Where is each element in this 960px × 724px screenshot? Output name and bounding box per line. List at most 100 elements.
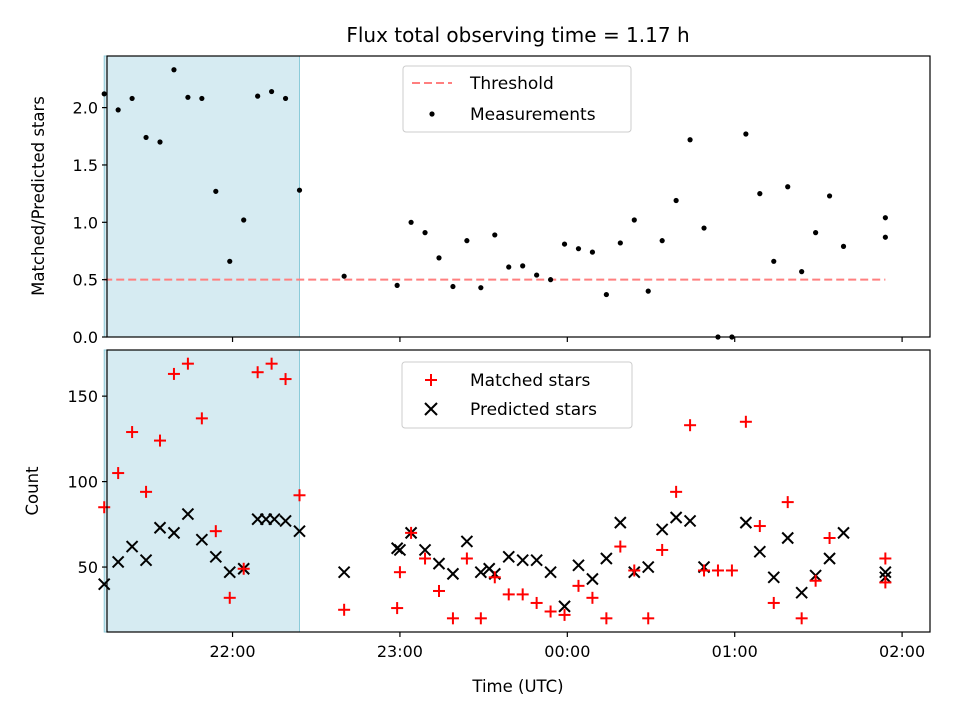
predicted-star-point: [823, 552, 836, 565]
y-tick-label: 0.0: [73, 328, 98, 347]
top-panel: 0.0 0.5 1.0 1.5 2.0 Flux total observing tim…: [29, 23, 931, 347]
legend-matched-swatch: [425, 374, 437, 386]
predicted-star-point: [683, 514, 697, 528]
matched-star-point: [684, 419, 697, 432]
matched-star-point: [544, 605, 557, 618]
y-tick-label: 1.0: [73, 213, 98, 232]
predicted-star-point: [753, 545, 767, 558]
matched-star-point: [126, 426, 139, 439]
measurement-point: [882, 215, 888, 221]
measurement-point: [269, 88, 275, 95]
bottom-legend: Matched stars Predicted stars: [401, 361, 633, 429]
y-tick-label: 150: [67, 387, 98, 406]
predicted-star-point: [767, 571, 780, 584]
predicted-star-point: [530, 554, 543, 567]
matched-star-point: [279, 373, 292, 386]
matched-star-point: [795, 612, 808, 625]
x-tick-label: 23:00: [377, 642, 423, 661]
matched-star-point: [140, 485, 153, 498]
predicted-star-point: [223, 565, 236, 579]
matched-star-point: [530, 596, 543, 609]
measurement-point: [199, 95, 205, 102]
matched-star-point: [460, 552, 473, 565]
measurement-point: [687, 137, 693, 143]
y-tick-label: 0.5: [73, 271, 98, 290]
measurement-point: [673, 197, 679, 204]
predicted-star-point: [502, 550, 515, 564]
x-tick-label: 02:00: [879, 642, 925, 661]
predicted-star-point: [600, 552, 613, 565]
matched-star-point: [419, 552, 432, 565]
measurement-point: [743, 131, 749, 137]
predicted-star-point: [879, 565, 892, 579]
predicted-star-point: [572, 559, 585, 572]
measurement-point: [129, 95, 135, 102]
predicted-star-point: [167, 526, 181, 540]
matched-star-point: [338, 603, 351, 616]
predicted-star-point: [739, 516, 753, 529]
top-y-axis-label: Matched/Predicted stars: [29, 96, 48, 296]
measurement-point: [157, 139, 163, 145]
measurement-point: [227, 258, 233, 264]
matched-star-point: [823, 532, 836, 544]
measurement-point: [115, 107, 121, 113]
measurement-point: [171, 67, 177, 73]
matched-star-point: [502, 588, 515, 601]
measurement-point: [492, 232, 498, 238]
x-tick-label: 00:00: [544, 642, 590, 661]
measurement-point: [757, 191, 763, 197]
measurement-point: [631, 217, 637, 223]
predicted-star-point: [139, 554, 153, 567]
top-legend: Threshold Measurements: [402, 65, 632, 133]
predicted-star-point: [98, 577, 111, 591]
y-tick-label: 2.0: [73, 99, 98, 118]
measurement-point: [478, 285, 484, 291]
bottom-legend-box: [401, 361, 633, 429]
predicted-star-point: [446, 567, 460, 581]
matched-star-point: [393, 566, 406, 579]
predicted-star-point: [195, 533, 209, 546]
measurement-point: [534, 272, 540, 278]
measurement-point: [575, 246, 582, 252]
matched-star-point: [642, 612, 655, 625]
matched-star-point: [558, 608, 571, 621]
predicted-star-point: [837, 526, 850, 540]
matched-star-point: [251, 366, 264, 379]
predicted-star-point: [516, 554, 529, 567]
measurement-point: [617, 240, 623, 246]
predicted-star-point: [669, 511, 683, 524]
y-tick-label: 1.5: [73, 156, 98, 175]
predicted-star-point: [642, 560, 655, 574]
x-tick-label: 22:00: [209, 642, 255, 661]
predicted-star-point: [393, 543, 407, 557]
matched-star-point: [628, 564, 641, 577]
matched-star-point: [879, 552, 892, 565]
predicted-star-point: [125, 540, 139, 553]
measurement-point: [771, 258, 777, 264]
measurement-point: [464, 238, 470, 244]
matched-star-point: [167, 367, 180, 380]
measurement-point: [799, 269, 805, 275]
measurement-point: [185, 94, 191, 100]
measurement-point: [143, 134, 149, 141]
predicted-star-point: [586, 572, 599, 586]
measurement-point: [101, 91, 107, 97]
legend-measurements-label: Measurements: [470, 105, 596, 125]
matched-star-point: [98, 501, 111, 514]
matched-star-point: [181, 357, 194, 370]
matched-star-point: [572, 579, 585, 592]
top-markers: [101, 67, 888, 340]
y-tick-label: 100: [67, 473, 98, 492]
matched-star-point: [711, 564, 724, 577]
measurement-point: [341, 273, 347, 279]
predicted-star-point: [337, 565, 351, 579]
predicted-star-point: [153, 521, 167, 534]
predicted-star-point: [293, 524, 306, 538]
predicted-star-point: [558, 600, 571, 613]
predicted-star-point: [655, 523, 669, 536]
bottom-x-ticks: 22:00 23:00 00:00 01:00 02:00: [209, 632, 925, 661]
matched-star-point: [265, 357, 278, 370]
matched-star-point: [488, 571, 501, 584]
legend-predicted-swatch: [424, 402, 438, 416]
